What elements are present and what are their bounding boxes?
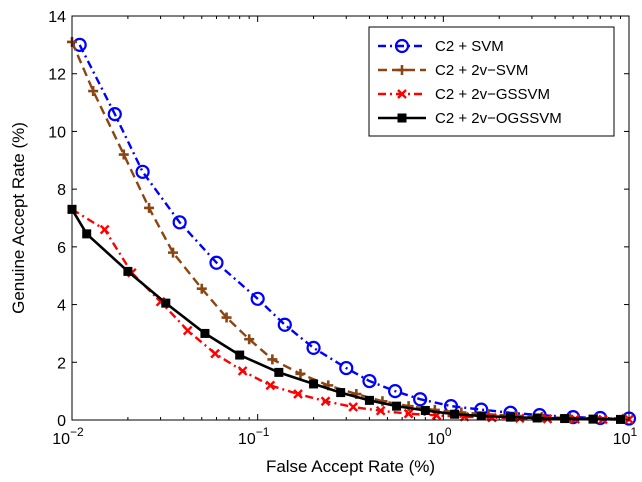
legend-label: C2 + 2v−SVM [435,62,528,79]
series-point [560,414,570,424]
series-point [209,255,224,270]
series-point [88,86,99,97]
series-point [293,389,303,399]
series-point [306,340,321,355]
series-line [78,44,630,420]
series-point [362,373,377,389]
series-point [476,411,486,421]
legend-swatch-marker [397,113,407,123]
x-tick-exponent: −1 [256,425,270,439]
series-point [403,408,414,419]
series-point [118,149,129,160]
x-tick-exponent: −2 [70,425,84,439]
series-point [196,283,207,294]
legend-item: C2 + 2v−SVM [378,62,528,79]
series-point [450,409,460,419]
series-point [172,215,187,230]
series-point [135,164,150,179]
legend-item: C2 + 2v−GSSVM [378,86,550,103]
y-tick-label: 2 [57,355,66,372]
series-point [267,354,278,365]
series-point [274,367,284,377]
legend-label: C2 + 2v−GSSVM [435,86,550,103]
series-point [123,266,133,276]
legend-label: C2 + SVM [435,38,504,55]
series-layer [67,36,637,426]
legend-swatch-marker [397,65,407,75]
series-point [182,325,193,336]
series-point [295,368,306,379]
y-tick-label: 8 [57,182,66,199]
series-point [413,392,428,407]
y-tick-label: 12 [48,67,66,84]
y-tick-label: 14 [48,9,66,26]
y-tick-label: 6 [57,240,66,257]
series-point [200,328,210,338]
series-point [144,202,155,213]
series-point [277,317,292,332]
plot-frame [71,15,630,421]
x-tick-exponent: 0 [445,425,452,439]
series-point [588,414,598,424]
series-point [161,298,171,308]
legend-label: C2 + 2v−OGSSVM [435,110,562,127]
y-axis-label: Genuine Accept Rate (%) [9,122,28,314]
series-point [309,379,319,389]
series-point [237,366,248,376]
series-point [250,291,265,306]
series-point [532,413,542,423]
y-tick-label: 4 [57,298,66,315]
series-point [348,402,359,412]
series-point [339,360,354,376]
series-point [320,396,331,407]
series-point [235,350,245,360]
series-point [505,412,515,422]
series-point [210,348,220,359]
series-point [221,312,232,323]
legend-swatch-marker [394,38,410,54]
series-point [364,395,374,405]
series-point [336,388,346,398]
legend-item: C2 + 2v−OGSSVM [378,110,562,127]
legend: C2 + SVM C2 + 2v−SVM C2 + 2v−GSSVM C2 + 2v−… [368,26,615,137]
legend-swatch-marker [397,89,407,99]
x-tick-exponent: 1 [631,425,638,439]
series-point [420,405,430,415]
x-axis-label: False Accept Rate (%) [266,457,435,476]
series-point [168,247,179,258]
series-point [99,224,110,235]
series-point [244,334,255,345]
series-point [392,401,402,411]
y-tick-label: 0 [57,413,66,430]
series-point [107,107,122,122]
series-3 [67,204,626,424]
series-point [265,380,276,391]
legend-item: C2 + SVM [378,38,504,55]
series-point [82,229,92,239]
series-point [388,384,403,399]
series-point [375,405,386,416]
y-tick-label: 10 [48,124,66,141]
